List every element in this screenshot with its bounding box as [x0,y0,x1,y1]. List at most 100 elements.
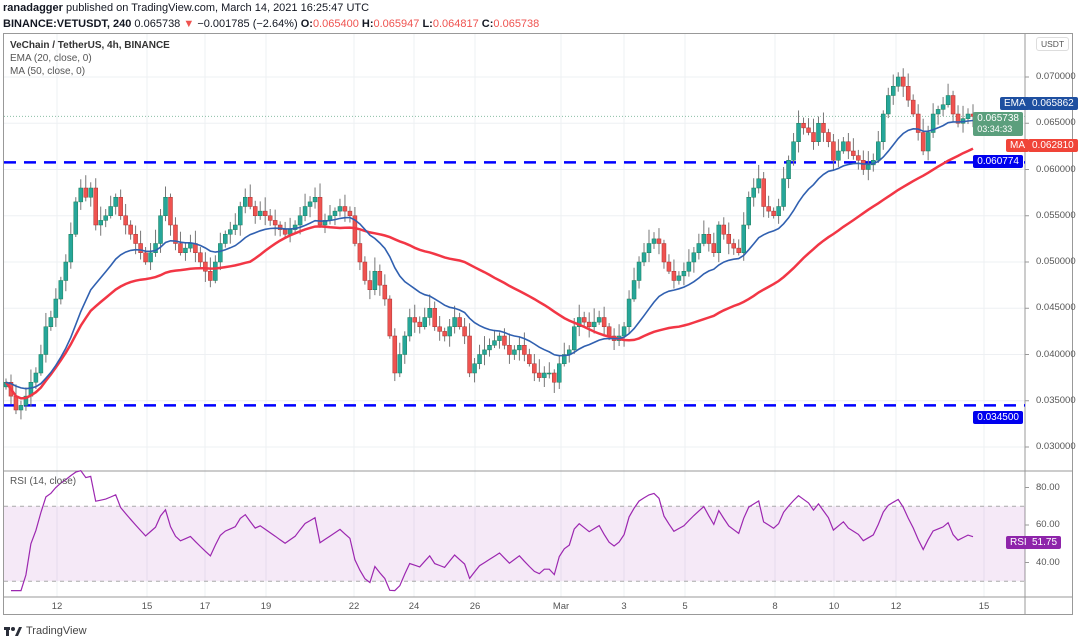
candle-down [661,243,667,263]
candle-up [332,210,338,216]
candle-up [841,141,846,152]
candle-up [781,178,786,207]
candle-down [168,197,173,226]
candle-down [706,234,712,244]
candle-down [357,243,363,263]
candle-down [437,326,442,332]
candle-up [447,326,452,337]
candle-down [208,271,213,281]
candle-down [900,76,906,87]
time-tick-label: 10 [828,601,840,612]
tradingview-logo[interactable]: TradingView [4,625,87,637]
candle-up [307,201,313,207]
candle-up [407,317,412,337]
candle-down [601,317,607,327]
price-tick-label: 0.070000 [1036,71,1076,82]
price-tick-label: 0.060000 [1036,163,1076,175]
candle-down [915,113,921,133]
candle-down [522,345,527,355]
candle-up [631,280,637,300]
time-tick-label: 22 [348,601,360,612]
candle-down [387,298,393,337]
candle-up [935,109,941,115]
candle-down [821,123,826,133]
candle-up [925,132,931,152]
rsi-tick-label: 80.00 [1036,481,1060,493]
rsi-band [4,506,1025,582]
candle-down [178,243,183,253]
candle-up [751,187,756,198]
candle-up [78,187,84,203]
price-tick-label: 0.045000 [1036,302,1076,314]
time-tick-label: 19 [260,601,272,612]
candle-up [23,395,29,406]
candle-down [282,229,288,235]
candle-up [158,215,163,244]
candle-down [502,335,507,346]
countdown: 03:34:33 [977,124,1013,134]
rsi-tick-label: 60.00 [1036,519,1060,530]
candle-down [118,197,123,216]
author[interactable]: ranadagger [3,2,63,14]
candle-up [257,210,263,216]
candle-up [776,206,781,216]
candle-down [856,155,861,161]
candle-down [143,252,148,263]
candle-up [183,247,188,253]
candle-up [63,261,69,281]
publish-date: published on TradingView.com, March 14, … [65,2,370,14]
candle-up [591,321,597,327]
candle-up [58,280,64,300]
rsi-legend: RSI (14, close) [10,476,77,487]
rsi-line [11,470,974,592]
candle-down [861,160,866,170]
candle-up [108,206,113,216]
candle-up [238,206,243,226]
candle-down [801,123,806,129]
candle-up [676,275,682,281]
time-tick-label: 26 [469,601,481,612]
ema-legend: EMA (20, close, 0) [10,53,92,64]
candle-up [98,220,103,226]
candle-up [397,354,403,374]
candle-up [930,113,936,133]
candle-up [517,345,522,351]
candle-up [542,372,547,378]
candle-up [422,317,427,327]
candle-up [43,326,49,355]
candle-down [507,345,512,355]
ema-label-badge: EMA [1000,97,1030,110]
candle-up [866,164,871,170]
candle-up [716,224,722,253]
triangle-down-icon: ▼ [183,18,195,30]
candle-up [477,354,482,364]
candle-up [53,298,59,318]
candle-down [457,317,462,327]
candle-down [272,220,278,226]
candle-down [581,317,587,323]
candle-down [347,210,353,216]
candle-up [88,187,93,198]
candle-down [771,210,776,216]
candle-down [203,261,208,272]
candle-up [103,215,108,221]
candle-up [452,317,457,327]
close-label: C: [481,18,494,30]
time-tick-label: Mar [552,601,570,612]
candle-down [955,113,961,124]
ema-value-badge: 0.065862 [1028,97,1078,110]
candle-down [247,197,253,207]
candle-up [487,345,492,351]
candle-down [761,178,766,207]
candle-down [417,321,422,327]
candle-down [721,224,727,235]
chart-legend-title: VeChain / TetherUS, 4h, BINANCE [10,40,170,51]
open-value: 0.065400 [312,18,359,30]
candle-up [188,243,193,249]
candle-down [910,99,916,115]
candle-down [726,234,732,244]
candle-down [262,210,268,216]
currency-button[interactable]: USDT [1036,37,1070,51]
candle-up [945,95,951,105]
